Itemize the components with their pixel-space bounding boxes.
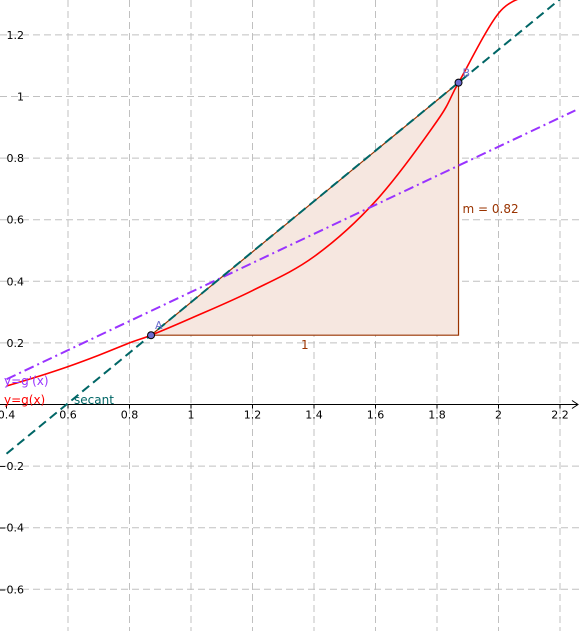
x-tick-label: 1: [188, 409, 195, 422]
x-tick-label: 2.2: [551, 409, 569, 422]
x-tick-label: 1.6: [367, 409, 385, 422]
points: AB: [147, 67, 471, 340]
y-tick-label: 0.8: [7, 152, 25, 165]
y-tick-label: 1.2: [7, 29, 25, 42]
axes: 0.4 0.6 0.8 1 1.2 1.4 1.6 1.8 2 2.2 −0.6 −0.4 −0.2 0.…: [0, 29, 579, 596]
point-b: [454, 78, 463, 87]
y-tick-label: 0.2: [7, 337, 25, 350]
x-tick-label: 1.2: [244, 409, 262, 422]
x-tick-label: 0.4: [0, 409, 15, 422]
y-tick-label: 0.4: [7, 275, 25, 288]
point-label-b: B: [463, 67, 471, 80]
x-tick-label: 1.4: [305, 409, 323, 422]
series-line-secant: [5, 0, 561, 455]
plot-series: [5, 0, 576, 455]
y-tick-label: −0.2: [0, 460, 24, 473]
series-label: y=g(x): [4, 393, 45, 407]
point-label-a: A: [155, 319, 163, 332]
run-label: 1: [301, 338, 309, 352]
y-tick-label: −0.6: [0, 583, 24, 596]
y-tick-label: 1: [17, 91, 24, 104]
labels: y=g(x) y=g'(x) secant 1 m = 0.82: [4, 202, 519, 407]
y-tick-label: −0.4: [0, 522, 24, 535]
y-tick-label: 0.6: [7, 214, 25, 227]
point-a: [147, 331, 156, 340]
x-tick-label: 0.8: [121, 409, 139, 422]
x-tick-label: 2: [495, 409, 502, 422]
series-label: y=g'(x): [4, 374, 49, 388]
series-label: secant: [74, 393, 114, 407]
x-tick-label: 0.6: [59, 409, 77, 422]
x-tick-label: 1.8: [428, 409, 446, 422]
x-axis-arrow: [571, 400, 579, 409]
series-line-y-g-x-: [6, 0, 518, 387]
rise-label: m = 0.82: [463, 202, 519, 216]
series-line-y-g-x-: [6, 109, 576, 381]
